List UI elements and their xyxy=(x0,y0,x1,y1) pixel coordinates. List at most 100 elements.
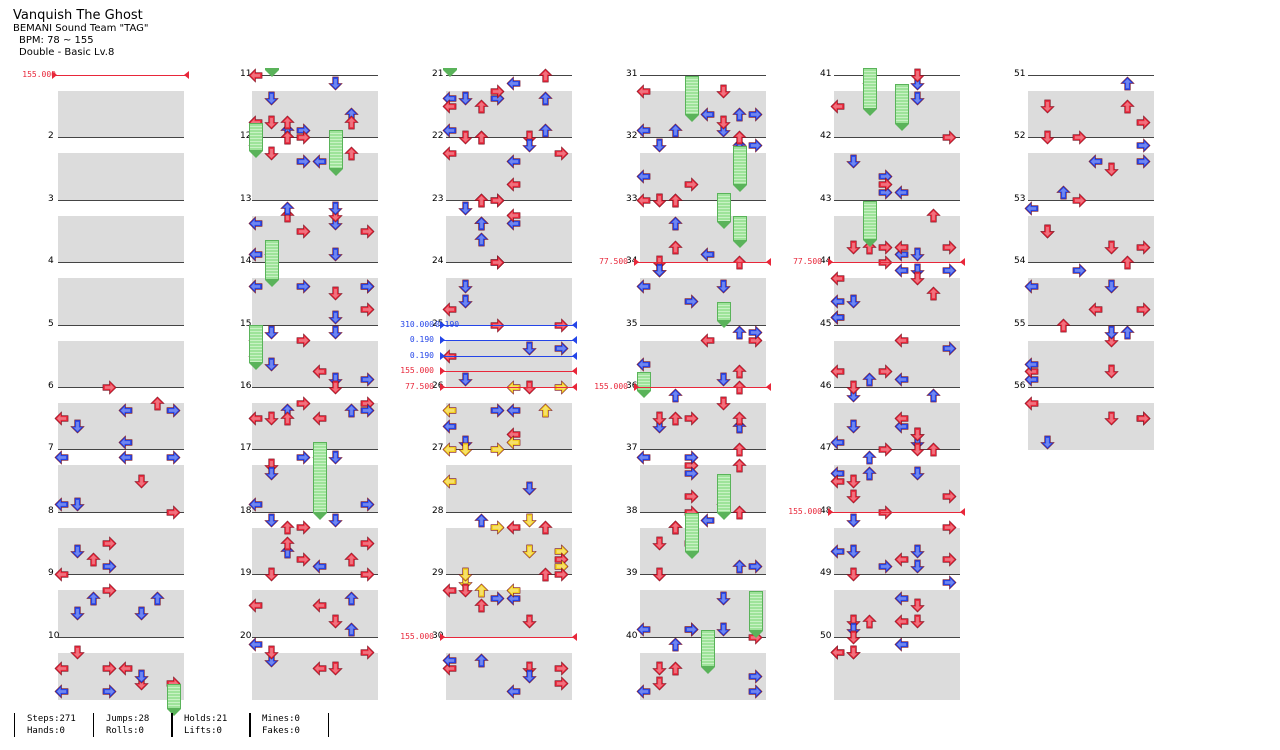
speed-change-marker xyxy=(828,507,833,516)
hold-bar xyxy=(749,590,763,637)
measure-number: 12 xyxy=(240,131,252,142)
beat-row xyxy=(640,230,766,247)
step-arrow xyxy=(538,403,553,418)
measure-number: 32 xyxy=(626,131,638,142)
speed-change-line xyxy=(634,387,770,388)
beat-row xyxy=(446,667,572,684)
measure-number: 9 xyxy=(48,568,54,579)
hold-bar xyxy=(895,83,909,130)
beat-row xyxy=(252,371,378,388)
beat-row xyxy=(640,278,766,295)
step-arrow xyxy=(846,474,861,489)
step-arrow xyxy=(312,559,327,575)
measure-number: 22 xyxy=(432,131,444,142)
beat-row xyxy=(640,496,766,513)
beat-row xyxy=(58,542,184,559)
step-arrow xyxy=(506,583,521,598)
step-arrow xyxy=(554,661,569,676)
step-arrow xyxy=(830,99,845,114)
step-arrow xyxy=(1088,302,1103,317)
step-arrow xyxy=(442,473,457,489)
step-arrow xyxy=(1040,99,1055,114)
beat-row xyxy=(252,309,378,326)
step-arrow xyxy=(1104,411,1119,426)
speed-change-line xyxy=(52,75,188,76)
step-arrow xyxy=(668,216,683,231)
hold-bar xyxy=(685,75,699,121)
beat-row xyxy=(1028,418,1154,434)
beat-row xyxy=(834,652,960,669)
step-arrow xyxy=(652,567,667,582)
step-arrow xyxy=(458,442,473,457)
holds-count: Holds:21 xyxy=(184,714,228,724)
step-arrow xyxy=(360,302,375,317)
beat-row xyxy=(446,106,572,122)
hold-bar xyxy=(313,442,327,519)
step-arrow xyxy=(166,450,181,465)
step-arrow xyxy=(894,551,909,567)
measure-line xyxy=(58,449,184,451)
measure-line xyxy=(58,636,184,638)
step-arrow xyxy=(506,208,521,224)
step-arrow xyxy=(264,146,279,161)
step-arrow xyxy=(70,497,85,512)
step-arrow xyxy=(248,411,263,426)
beat-row xyxy=(252,434,378,450)
step-arrow xyxy=(748,668,763,684)
measure-line xyxy=(446,199,572,201)
speed-change-marker xyxy=(440,367,445,376)
hold-end xyxy=(701,667,715,675)
step-arrow xyxy=(1136,302,1151,317)
beat-row xyxy=(834,309,960,326)
beat-row xyxy=(446,246,572,263)
hold-bar xyxy=(167,684,181,716)
step-arrow xyxy=(490,193,505,208)
beat-row xyxy=(640,527,766,544)
step-arrow xyxy=(296,333,311,348)
hold-bar xyxy=(863,68,877,115)
measure-line xyxy=(252,324,378,326)
beat-row xyxy=(446,465,572,482)
step-arrow xyxy=(360,497,375,512)
beat-row xyxy=(1028,215,1154,232)
step-arrow xyxy=(636,169,651,185)
speed-change-label: 155.000 xyxy=(594,382,628,391)
measure-line xyxy=(834,324,960,326)
step-arrow xyxy=(942,263,957,278)
measure-number: 52 xyxy=(1014,131,1026,142)
beat-row xyxy=(834,542,960,559)
lifts-count: Lifts:0 xyxy=(184,726,222,736)
step-arrow xyxy=(506,154,521,169)
step-arrow xyxy=(830,364,845,380)
step-arrow xyxy=(878,364,893,380)
step-arrow xyxy=(280,536,295,551)
speed-change-line xyxy=(440,340,576,342)
hold-bar xyxy=(733,216,747,248)
beat-row xyxy=(252,184,378,201)
beat-row xyxy=(640,168,766,185)
measure-number: 46 xyxy=(820,381,832,391)
step-arrow xyxy=(942,489,957,504)
step-arrow xyxy=(894,637,909,653)
beat-row xyxy=(834,480,960,497)
beat-row xyxy=(640,293,766,310)
measure-number: 23 xyxy=(432,193,444,204)
beat-row xyxy=(834,558,960,575)
speed-change-line xyxy=(440,324,576,326)
beat-row xyxy=(640,542,766,559)
measure-number: 26 xyxy=(432,381,444,391)
step-arrow xyxy=(1024,395,1039,411)
beat-row xyxy=(252,605,378,622)
step-arrow xyxy=(942,130,957,146)
measure-number: 44 xyxy=(820,256,832,267)
speed-change-line xyxy=(440,387,576,388)
step-arrow xyxy=(474,232,489,247)
step-arrow xyxy=(554,567,569,582)
step-arrow xyxy=(442,146,457,161)
step-arrow xyxy=(652,193,667,208)
beat-row xyxy=(58,590,184,607)
hold-end xyxy=(717,320,731,328)
measure-number: 55 xyxy=(1014,318,1026,329)
measure-line xyxy=(252,387,378,388)
step-arrow xyxy=(1136,154,1151,169)
